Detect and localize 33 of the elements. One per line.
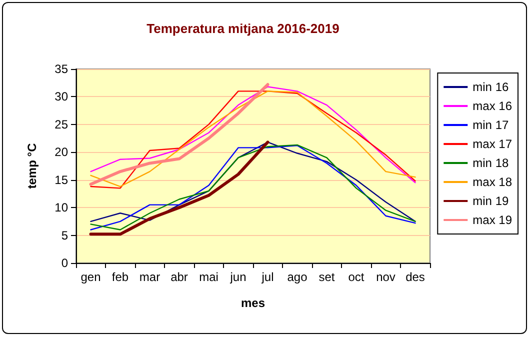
y-tick-label: 20: [54, 145, 68, 160]
y-tick-label: 15: [54, 172, 68, 187]
x-tick-label: gen: [80, 270, 101, 284]
chart-title: Temperatura mitjana 2016-2019: [146, 21, 340, 36]
line-series: [89, 83, 270, 186]
x-tick-label: oct: [348, 270, 365, 284]
y-tick-label: 0: [61, 256, 68, 270]
x-tick-label: des: [406, 270, 425, 284]
x-tick-label: jul: [260, 270, 274, 284]
x-axis-title: mes: [240, 296, 266, 310]
legend-label: max 17: [472, 137, 512, 151]
legend-label: min 19: [472, 194, 509, 208]
x-tick-label: abr: [170, 270, 188, 284]
legend-label: max 16: [472, 99, 512, 113]
x-tick-label: nov: [376, 270, 396, 284]
y-tick-label: 10: [54, 200, 68, 215]
legend-label: min 16: [472, 80, 509, 94]
legend-label: max 19: [472, 213, 512, 227]
y-tick-label: 5: [61, 228, 68, 242]
line-series: [89, 140, 270, 236]
y-tick-label: 25: [54, 117, 68, 132]
y-tick-label: 35: [54, 62, 68, 76]
x-tick-label: jun: [229, 270, 246, 284]
legend-label: min 18: [472, 156, 509, 170]
y-tick-label: 30: [54, 90, 68, 104]
legend-label: max 18: [472, 175, 512, 189]
x-tick-label: ago: [287, 270, 308, 284]
legend-label: min 17: [472, 118, 509, 132]
x-tick-label: set: [318, 270, 336, 284]
y-axis-title: temp °C: [25, 142, 39, 189]
x-tick-label: feb: [112, 270, 129, 284]
x-tick-label: mai: [199, 270, 218, 284]
x-tick-label: mar: [139, 270, 160, 284]
